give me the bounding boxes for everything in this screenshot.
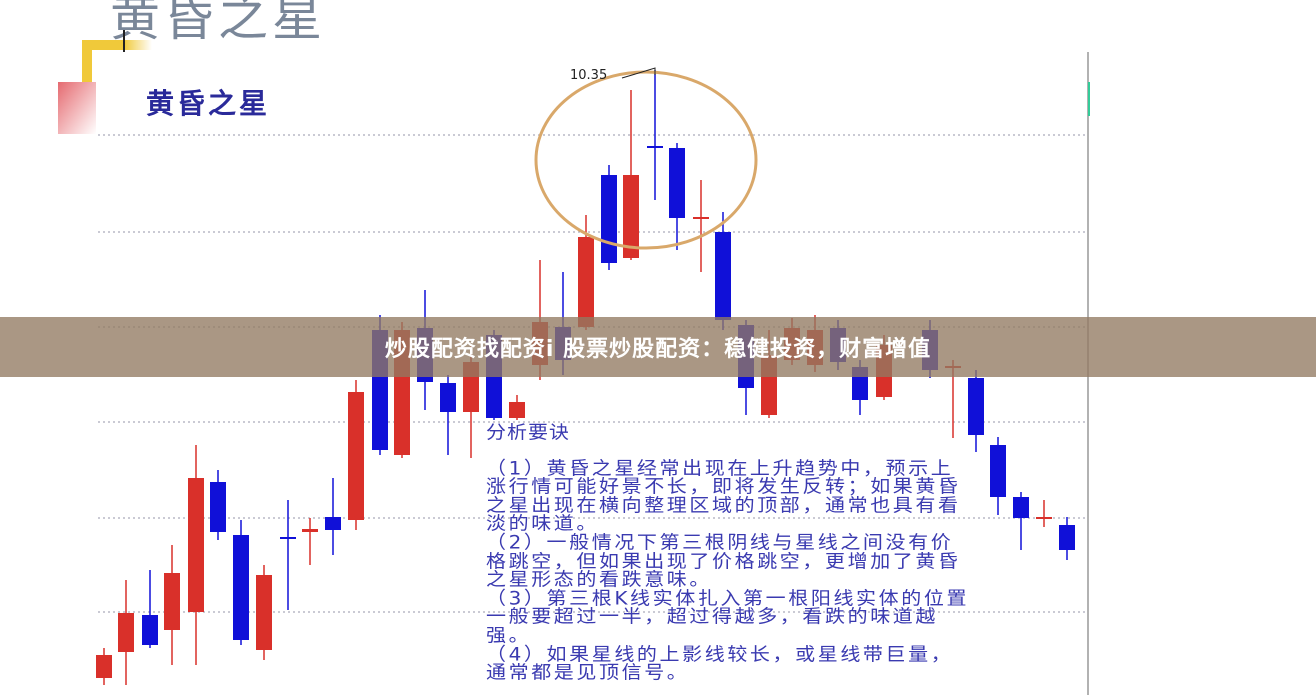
candle-body [348,392,364,520]
candle-body [990,445,1006,497]
candle-body [210,482,226,532]
candle-body [440,383,456,412]
notes-line: 淡的味道。 [486,512,599,535]
highlight-circle [534,70,758,250]
notes-line: （2）一般情况下第三根阴线与星线之间没有价 [486,531,954,554]
candle-body [1059,525,1075,550]
banner-text: 炒股配资找配资i 股票炒股配资：稳健投资，财富增值 [384,337,932,362]
candle-body [280,537,296,539]
candle-body [968,378,984,435]
decorative-corner [82,40,152,82]
decorative-block [58,82,96,134]
candle-body [118,613,134,652]
candle-body [1036,517,1052,519]
candle-body [96,655,112,678]
decorative-tick [123,30,125,52]
candle-body [669,148,685,218]
candle-body [302,529,318,532]
candle-body [188,478,204,612]
candle-body [256,575,272,650]
card-title: 黄昏之星 [146,87,271,120]
analysis-notes: 分析要诀 （1）黄昏之星经常出现在上升趋势中，预示上 涨行情可能好景不长，即将发… [486,421,970,684]
notes-line: 强。 [486,624,532,647]
notes-line: 一般要超过一半，超过得越多，看跌的味道越 [486,605,938,628]
candle-body [693,217,709,219]
notes-line: （4）如果星线的上影线较长，或星线带巨量， [486,642,954,665]
candle-body [715,232,731,320]
candle-body [164,573,180,630]
notes-heading: 分析要诀 [486,421,570,444]
notes-line: 涨行情可能好景不长，即将发生反转；如果黄昏 [486,475,961,498]
candle-body [578,237,594,327]
annotation-leader [621,67,656,79]
candle-body [233,535,249,640]
notes-line: （3）第三根K线实体扎入第一根阳线实体的位置 [486,586,970,610]
candle-body [509,402,525,418]
notes-line: 之星形态的看跌意味。 [486,568,712,591]
price-annotation: 10.35 [570,68,608,83]
candle-body [623,175,639,258]
background-title: 黄昏之星 [110,0,326,47]
candle-body [325,517,341,530]
candle-body [1013,497,1029,518]
candle-body [142,615,158,645]
overlay-banner[interactable]: 炒股配资找配资i 股票炒股配资：稳健投资，财富增值 [0,317,1316,377]
candle-body [647,146,663,148]
notes-line: 通常都是见顶信号。 [486,661,690,684]
notes-line: （1）黄昏之星经常出现在上升趋势中，预示上 [486,456,954,479]
notes-line: 之星出现在横向整理区域的顶部，通常也具有看 [486,494,961,517]
candle-body [601,175,617,263]
notes-line: 格跳空，但如果出现了价格跳空，更增加了黄昏 [486,549,961,572]
